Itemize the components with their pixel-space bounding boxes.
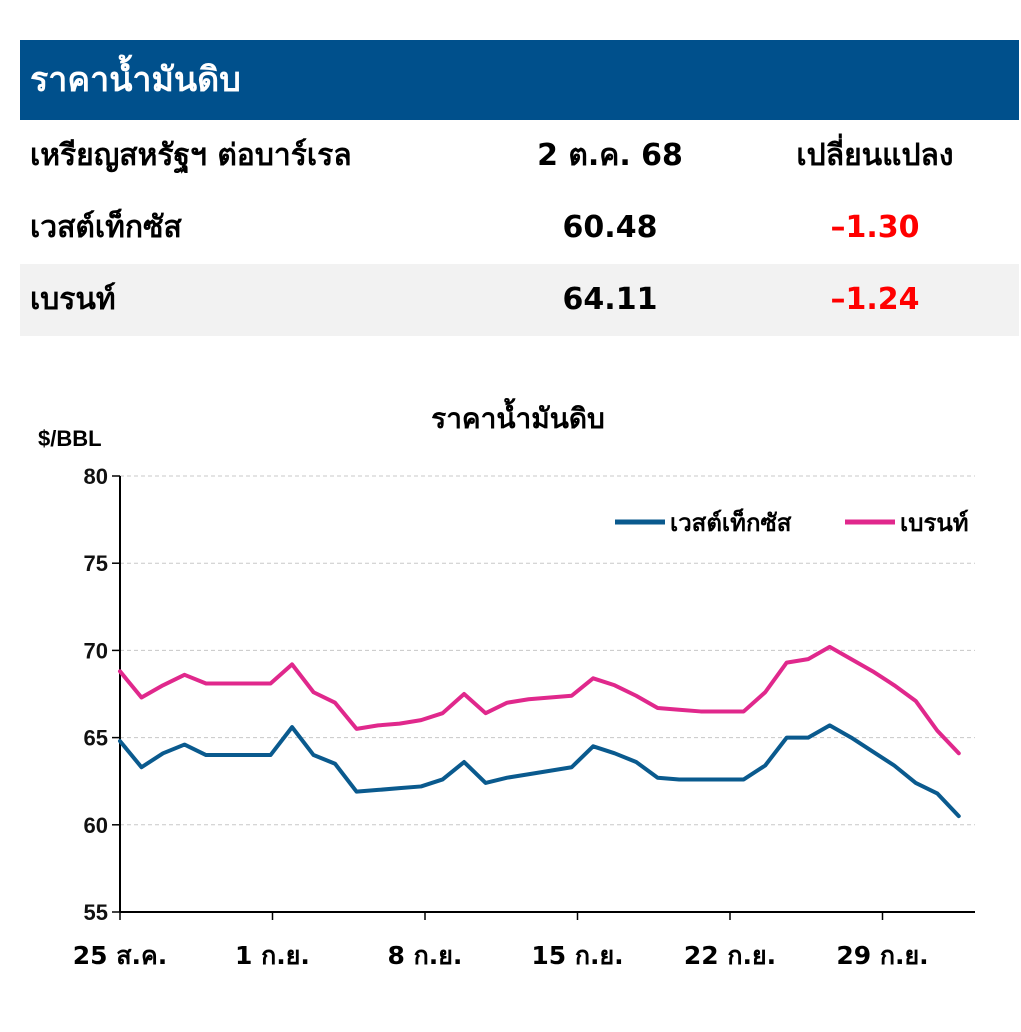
- gridlines: [120, 475, 975, 826]
- x-tick-label: 22 ก.ย.: [684, 941, 776, 970]
- y-axis-unit: $/BBL: [38, 426, 102, 451]
- x-tick-label: 1 ก.ย.: [235, 941, 310, 970]
- change-header: เปลี่ยนแปลง: [796, 138, 954, 173]
- brent-line: [118, 644, 961, 756]
- chart-title: ราคาน้ำมันดิบ: [431, 397, 605, 435]
- oil-price-chart: ราคาน้ำมันดิบ $/BBL 55 60 65 70 75 80 25 ส.ค.…: [38, 397, 975, 970]
- y-axis: 55 60 65 70 75 80: [84, 464, 121, 925]
- y-tick-label: 75: [84, 551, 108, 576]
- table-header-row: เหรียญสหรัฐฯ ต่อบาร์เรล 2 ต.ค. 68 เปลี่ย…: [20, 120, 1019, 192]
- x-tick-label: 29 ก.ย.: [836, 941, 928, 970]
- table-title: ราคาน้ำมันดิบ: [20, 40, 1019, 120]
- table-row-brent: เบรนท์ 64.11 –1.24: [20, 264, 1019, 336]
- y-tick-label: 60: [84, 813, 108, 838]
- series-lines: [118, 644, 961, 819]
- x-tick-label: 15 ก.ย.: [531, 941, 623, 970]
- y-tick-label: 80: [84, 464, 108, 489]
- row-price: 60.48: [562, 210, 658, 245]
- row-name: เวสต์เท็กซัส: [30, 210, 182, 245]
- legend-label-brent: เบรนท์: [900, 509, 969, 537]
- y-tick-label: 55: [84, 900, 108, 925]
- date-header: 2 ต.ค. 68: [537, 138, 683, 173]
- wti-line: [118, 723, 961, 819]
- y-tick-label: 65: [84, 726, 108, 751]
- row-price: 64.11: [562, 282, 658, 317]
- x-tick-label: 8 ก.ย.: [388, 941, 463, 970]
- row-change: –1.30: [830, 210, 920, 245]
- x-tick-label: 25 ส.ค.: [73, 941, 167, 970]
- legend: เวสต์เท็กซัส เบรนท์: [615, 508, 969, 537]
- row-change: –1.24: [830, 282, 920, 317]
- table-row-wti: เวสต์เท็กซัส 60.48 –1.30: [20, 192, 1019, 264]
- row-name: เบรนท์: [30, 282, 116, 317]
- y-tick-label: 70: [84, 638, 108, 663]
- x-axis: 25 ส.ค. 1 ก.ย. 8 ก.ย. 15 ก.ย. 22 ก.ย. 29 ก.ย.: [73, 911, 975, 970]
- legend-label-wti: เวสต์เท็กซัส: [670, 508, 792, 537]
- unit-header: เหรียญสหรัฐฯ ต่อบาร์เรล: [30, 138, 352, 173]
